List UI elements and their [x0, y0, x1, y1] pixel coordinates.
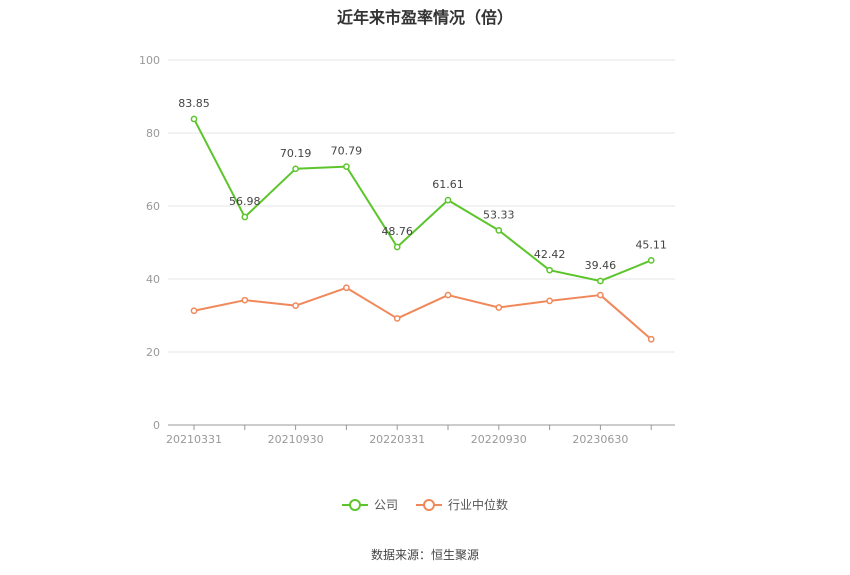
- data-point: [444, 291, 452, 299]
- data-point: [495, 304, 503, 311]
- data-point: [546, 297, 553, 305]
- series-group: 83.85 56.98 70.19 70.79 48.76 61.61 53.33 42.42…: [178, 97, 667, 343]
- data-label: 39.46: [585, 259, 617, 272]
- data-point: [647, 335, 655, 343]
- data-label: 83.85: [178, 97, 210, 110]
- series-line: [193, 118, 652, 282]
- x-tick-label: 20210331: [166, 433, 222, 446]
- y-tick-label: 80: [146, 127, 160, 140]
- data-point: [444, 196, 452, 204]
- x-tick-label: 20210930: [268, 433, 324, 446]
- legend-label: 行业中位数: [448, 498, 509, 512]
- data-point: [393, 243, 401, 251]
- data-point: [647, 256, 655, 264]
- data-label: 48.76: [381, 225, 413, 238]
- data-point: [597, 291, 604, 299]
- grid-lines: [168, 59, 675, 353]
- data-point: [241, 296, 249, 304]
- data-point: [190, 307, 198, 315]
- data-point: [495, 226, 503, 234]
- x-tick-label: 20220930: [471, 433, 527, 446]
- data-point: [546, 266, 553, 274]
- legend-swatch: [416, 498, 442, 511]
- data-label: 70.19: [280, 147, 312, 160]
- data-point: [190, 115, 198, 123]
- legend-item[interactable]: 行业中位数: [416, 496, 508, 513]
- series-2: [190, 284, 655, 343]
- chart-title: 近年来市盈率情况（倍）: [336, 8, 513, 27]
- data-point: [343, 284, 350, 292]
- data-point: [292, 302, 299, 309]
- y-tick-label: 40: [146, 273, 160, 286]
- legend: 公司 行业中位数: [0, 496, 850, 513]
- y-tick-label: 60: [146, 200, 160, 213]
- series-line: [193, 286, 652, 340]
- data-label: 70.79: [331, 145, 363, 158]
- legend-swatch: [341, 498, 368, 511]
- data-point: [292, 165, 299, 173]
- data-point: [241, 213, 249, 221]
- y-tick-label: 20: [146, 346, 160, 359]
- x-tick-label: 20220331: [369, 433, 425, 446]
- y-tick-label: 0: [153, 419, 160, 432]
- data-source: 数据来源：恒生聚源: [370, 548, 479, 562]
- data-label: 53.33: [483, 208, 515, 221]
- y-axis-ticks: 0 20 40 60 80 100: [139, 54, 160, 432]
- data-label: 56.98: [229, 195, 261, 208]
- data-label: 45.11: [635, 238, 667, 251]
- data-label: 42.42: [534, 248, 566, 261]
- y-tick-label: 100: [139, 54, 160, 67]
- x-axis: 20210331 20210930 20220331 20220930 20230630: [166, 424, 675, 446]
- data-point: [343, 163, 350, 170]
- data-point: [597, 277, 604, 285]
- legend-label: 公司: [373, 498, 398, 512]
- data-label: 61.61: [432, 178, 464, 191]
- data-point: [393, 315, 401, 322]
- series-1: 83.85 56.98 70.19 70.79 48.76 61.61 53.33 42.42…: [178, 97, 667, 285]
- x-tick-label: 20230630: [572, 433, 628, 446]
- legend-item[interactable]: 公司: [341, 496, 398, 513]
